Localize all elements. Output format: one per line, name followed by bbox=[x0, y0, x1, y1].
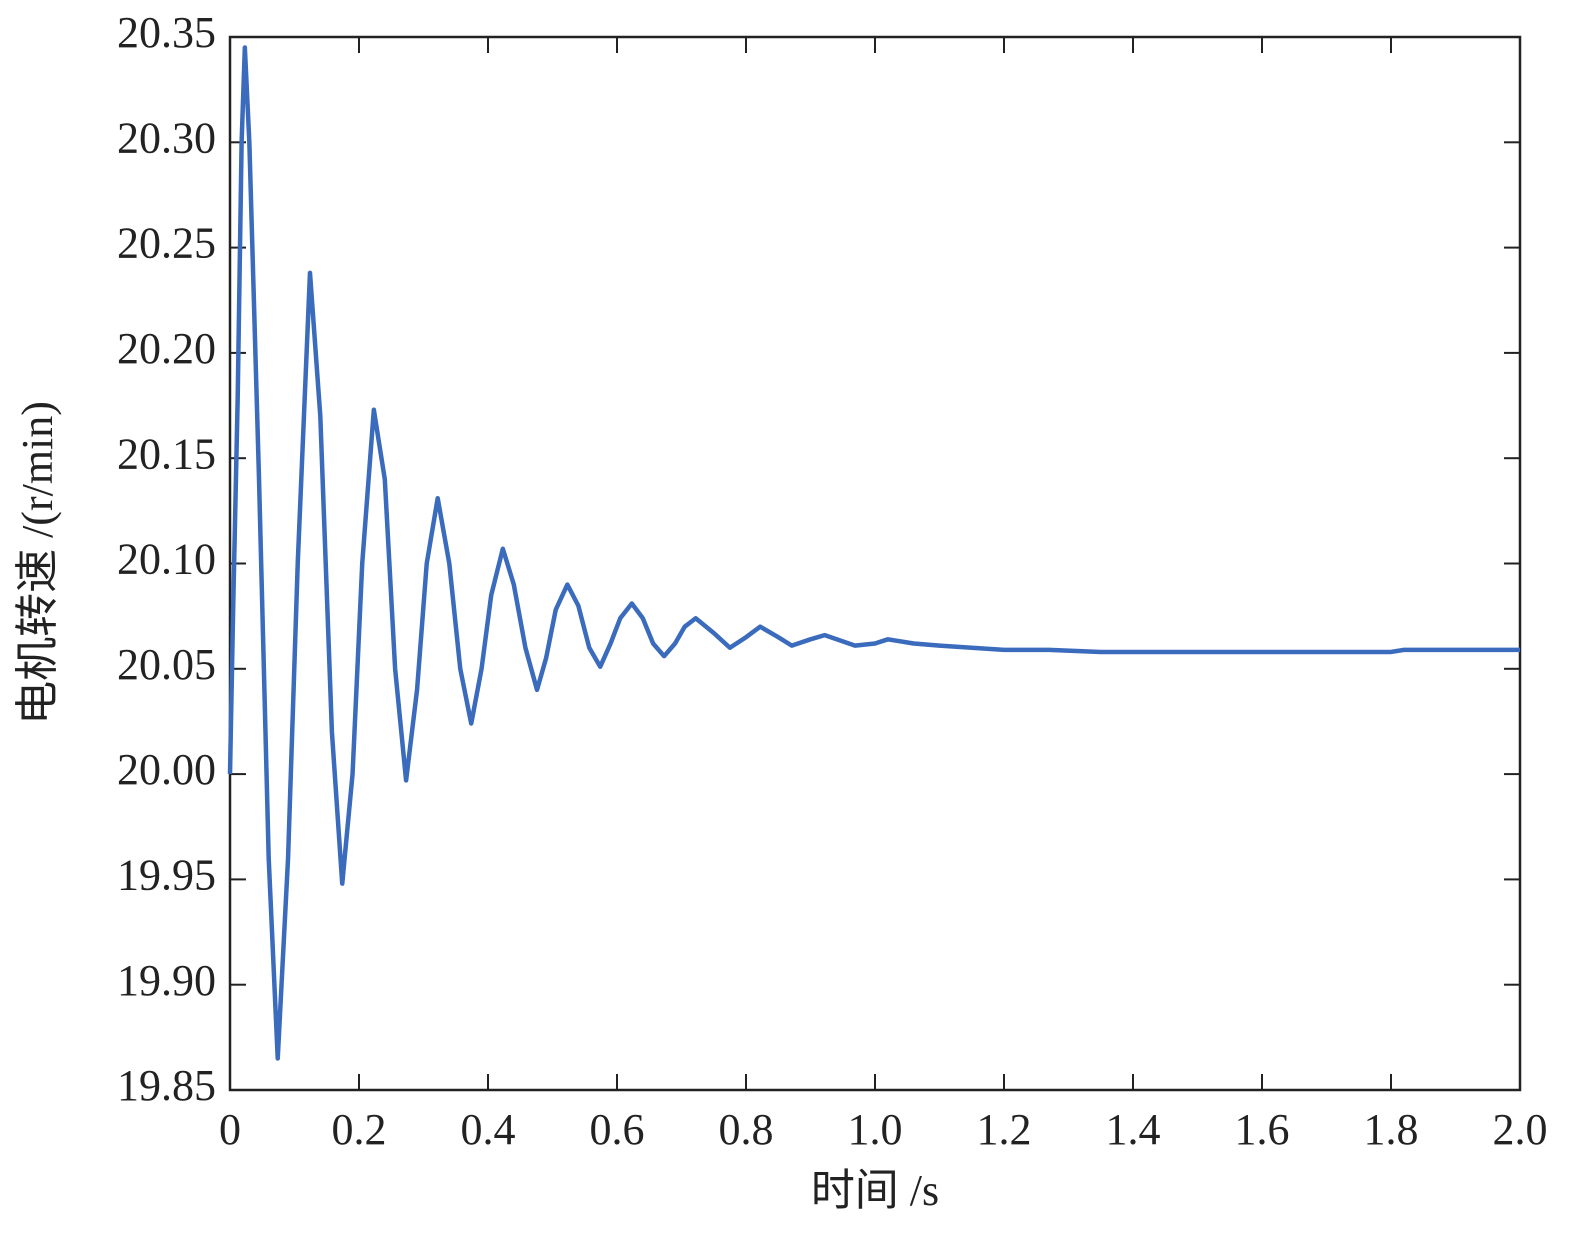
x-tick-label: 0.2 bbox=[332, 1105, 387, 1154]
x-tick-label: 1.4 bbox=[1106, 1105, 1161, 1154]
x-axis-label: 时间 /s bbox=[811, 1166, 939, 1215]
y-tick-label: 19.85 bbox=[117, 1061, 216, 1110]
x-tick-label: 1.2 bbox=[977, 1105, 1032, 1154]
x-tick-label: 2.0 bbox=[1493, 1105, 1548, 1154]
x-tick-label: 0.8 bbox=[719, 1105, 774, 1154]
y-tick-label: 19.95 bbox=[117, 850, 216, 899]
data-line bbox=[227, 45, 1520, 1061]
x-tick-label: 1.0 bbox=[848, 1105, 903, 1154]
x-tick-label: 0.6 bbox=[590, 1105, 645, 1154]
x-tick-label: 1.8 bbox=[1364, 1105, 1419, 1154]
y-tick-label: 20.35 bbox=[117, 8, 216, 57]
y-axis-label: 电机转速 /(r/min) bbox=[13, 401, 62, 725]
y-tick-label: 19.90 bbox=[117, 956, 216, 1005]
x-tick-label: 1.6 bbox=[1235, 1105, 1290, 1154]
y-tick-label: 20.25 bbox=[117, 219, 216, 268]
y-tick-label: 20.05 bbox=[117, 640, 216, 689]
y-tick-label: 20.15 bbox=[117, 429, 216, 478]
y-tick-label: 20.20 bbox=[117, 324, 216, 373]
plot-frame bbox=[228, 35, 1522, 1092]
y-tick-label: 20.30 bbox=[117, 113, 216, 162]
y-tick-label: 20.10 bbox=[117, 535, 216, 584]
x-tick-label: 0.4 bbox=[461, 1105, 516, 1154]
y-tick-label: 20.00 bbox=[117, 745, 216, 794]
x-tick-label: 0 bbox=[219, 1105, 241, 1154]
